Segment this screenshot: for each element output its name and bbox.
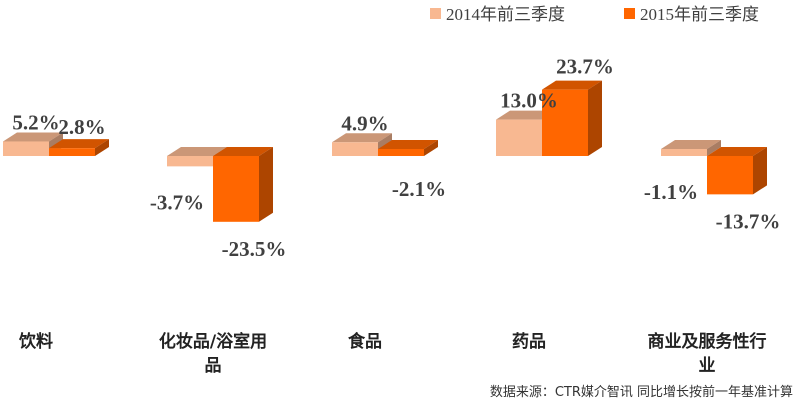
bar-top-face — [378, 140, 438, 149]
legend-swatch-1 — [430, 8, 441, 19]
bars — [3, 80, 767, 222]
bar-side-face — [588, 80, 602, 156]
bar-front-face — [496, 119, 542, 156]
bar-front-face — [332, 142, 378, 156]
bar-1-2 — [332, 133, 392, 156]
legend: 2014年前三季度 2015年前三季度 — [430, 5, 759, 24]
bar-side-face — [259, 147, 273, 222]
data-label-2015-1: -23.5% — [222, 237, 287, 261]
source-note: 数据来源：CTR媒介智讯 同比增长按前一年基准计算 — [490, 384, 793, 400]
bar-2-2 — [378, 140, 438, 156]
category-label-1-line-1: 品 — [205, 356, 222, 376]
bar-front-face — [3, 141, 49, 156]
bar-side-face — [95, 139, 109, 156]
category-label-4-line-0: 商业及服务性行 — [648, 331, 767, 352]
category-label-4-line-1: 业 — [699, 356, 716, 376]
bar-2-1 — [213, 147, 273, 222]
legend-swatch-2 — [624, 8, 635, 19]
bar-top-face — [496, 110, 556, 120]
bar-front-face — [49, 148, 95, 156]
bar-side-face — [707, 140, 721, 156]
data-label-2014-0: 5.2% — [12, 110, 59, 134]
data-label-2014-1: -3.7% — [150, 190, 204, 214]
data-label-2015-2: -2.1% — [392, 177, 446, 201]
bar-top-face — [213, 147, 273, 156]
bar-top-face — [707, 147, 767, 156]
bar-front-face — [707, 156, 753, 195]
bar-side-face — [424, 140, 438, 156]
category-label-3: 药品 — [512, 331, 546, 352]
bar-top-face — [661, 140, 721, 149]
bar-front-face — [167, 156, 213, 167]
category-label-0: 饮料 — [18, 331, 53, 352]
data-label-2014-3: 13.0% — [500, 89, 558, 113]
category-label-2: 食品 — [348, 331, 382, 352]
data-label-2014-2: 4.9% — [341, 111, 388, 135]
data-label-2015-0: 2.8% — [58, 115, 105, 139]
bar-front-face — [542, 89, 588, 156]
data-label-2015-3: 23.7% — [556, 55, 614, 79]
bar-top-face — [332, 133, 392, 143]
bar-2-3 — [542, 80, 602, 156]
bar-front-face — [213, 156, 259, 222]
legend-label-1: 2014年前三季度 — [446, 5, 565, 24]
bar-front-face — [378, 149, 424, 156]
bar-top-face — [49, 139, 109, 149]
data-label-2014-4: -1.1% — [644, 180, 698, 204]
bar-front-face — [661, 149, 707, 156]
category-label-1-line-0: 化妆品/浴室用 — [159, 331, 267, 352]
bar-2-0 — [49, 139, 109, 156]
legend-label-2: 2015年前三季度 — [640, 5, 759, 24]
bar-top-face — [167, 147, 227, 156]
data-labels: 5.2%2.8% -3.7% -23.5% 4.9% -2.1% 13.0% 23.7% -1… — [12, 55, 780, 261]
bar-side-face — [753, 147, 767, 195]
bar-1-4 — [661, 140, 721, 156]
data-label-2015-4: -13.7% — [716, 209, 781, 233]
bar-top-face — [542, 80, 602, 90]
bar-2-4 — [707, 147, 767, 195]
bar-top-face — [3, 132, 63, 142]
